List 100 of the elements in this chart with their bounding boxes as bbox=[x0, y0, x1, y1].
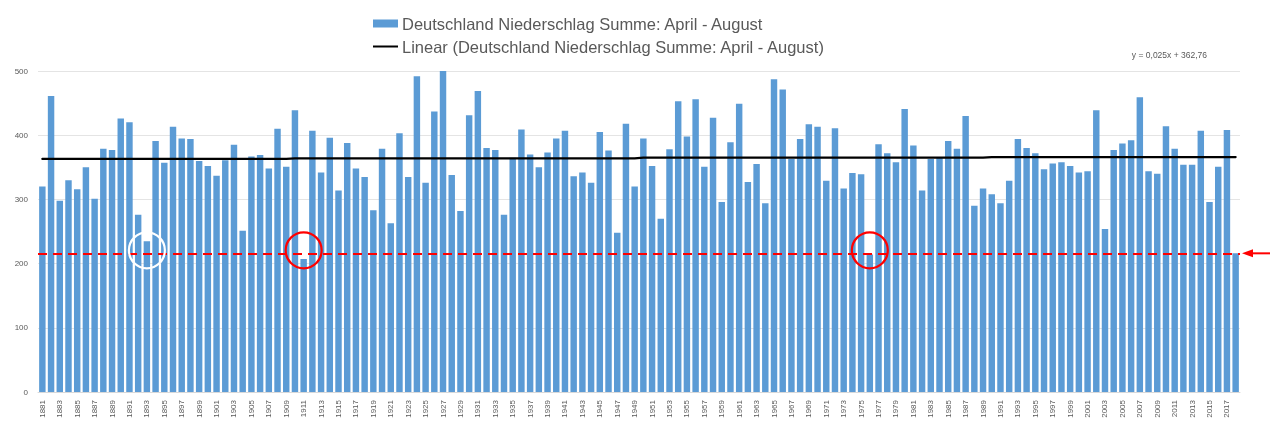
x-tick-label: 1891 bbox=[124, 399, 134, 418]
bar bbox=[352, 168, 360, 392]
x-tick-label: 2017 bbox=[1222, 399, 1232, 418]
bar bbox=[335, 190, 342, 392]
bar bbox=[1093, 110, 1100, 392]
bar bbox=[657, 218, 664, 392]
x-tick-label: 2003 bbox=[1100, 399, 1110, 418]
bar bbox=[1145, 171, 1152, 392]
bar bbox=[640, 138, 647, 392]
x-tick-label: 2005 bbox=[1117, 399, 1127, 418]
bar bbox=[73, 189, 81, 392]
bar bbox=[622, 123, 630, 392]
x-tick-label: 1909 bbox=[281, 399, 291, 418]
x-tick-label: 1975 bbox=[856, 399, 866, 418]
bar bbox=[788, 158, 795, 392]
x-tick-label: 1935 bbox=[508, 399, 518, 418]
x-tick-label: 1969 bbox=[804, 399, 814, 418]
bar bbox=[1127, 140, 1135, 392]
bar bbox=[988, 194, 995, 392]
bar bbox=[692, 99, 699, 392]
x-tick-label: 1967 bbox=[786, 399, 796, 418]
bar bbox=[187, 139, 194, 392]
bar bbox=[47, 96, 55, 392]
bar bbox=[422, 182, 429, 392]
x-tick-label: 1943 bbox=[577, 399, 587, 418]
bar bbox=[509, 157, 516, 392]
x-tick-label: 1915 bbox=[334, 399, 343, 418]
bar bbox=[117, 118, 124, 392]
x-tick-label: 1979 bbox=[891, 399, 901, 418]
bar bbox=[866, 254, 874, 392]
x-tick-label: 2015 bbox=[1205, 399, 1215, 418]
bar bbox=[256, 155, 264, 392]
y-tick-label: 0 bbox=[23, 387, 29, 397]
bar bbox=[561, 130, 569, 392]
y-tick-label: 500 bbox=[14, 66, 29, 76]
bar bbox=[500, 214, 508, 392]
bar bbox=[65, 180, 72, 392]
x-tick-label: 1931 bbox=[473, 399, 483, 418]
bar bbox=[370, 210, 377, 392]
bar bbox=[840, 188, 847, 392]
x-tick-label: 1933 bbox=[490, 399, 500, 418]
x-tick-label: 1999 bbox=[1065, 399, 1075, 418]
bar bbox=[1032, 153, 1039, 392]
text: y = 0,025x + 362,76 bbox=[1131, 49, 1208, 60]
bar bbox=[1197, 130, 1205, 392]
bar bbox=[361, 176, 368, 392]
bar bbox=[953, 148, 961, 392]
bar bbox=[927, 158, 935, 392]
x-tick-label: 1963 bbox=[752, 399, 762, 418]
x-tick-label: 2013 bbox=[1187, 399, 1197, 418]
bar bbox=[918, 190, 926, 392]
bar bbox=[204, 166, 212, 392]
bar bbox=[126, 122, 133, 392]
x-tick-label: 1971 bbox=[821, 399, 831, 418]
bar bbox=[535, 167, 543, 392]
x-tick-label: 1917 bbox=[351, 399, 361, 418]
x-tick-label: 2009 bbox=[1152, 399, 1162, 418]
bar bbox=[683, 136, 691, 392]
bar bbox=[875, 144, 882, 392]
bar bbox=[492, 149, 499, 392]
x-tick-label: 1923 bbox=[403, 399, 413, 418]
bar bbox=[300, 259, 307, 392]
bar bbox=[979, 188, 987, 392]
bar bbox=[309, 130, 316, 392]
x-tick-label: 1895 bbox=[159, 399, 169, 418]
bar bbox=[265, 168, 273, 392]
x-tick-label: 1993 bbox=[1013, 399, 1023, 418]
x-tick-label: 1983 bbox=[926, 399, 936, 418]
x-tick-label: 1961 bbox=[734, 399, 744, 418]
x-tick-label: 1885 bbox=[72, 399, 82, 418]
x-tick-label: 1955 bbox=[682, 399, 692, 418]
x-tick-label: 1913 bbox=[316, 399, 326, 418]
bar bbox=[526, 154, 534, 392]
x-tick-label: 1883 bbox=[55, 399, 65, 418]
bar bbox=[161, 162, 168, 392]
bar bbox=[744, 182, 752, 392]
x-tick-label: 1977 bbox=[874, 399, 884, 418]
x-tick-label: 1929 bbox=[455, 399, 465, 418]
x-tick-label: 1901 bbox=[212, 399, 222, 418]
x-tick-label: 1985 bbox=[943, 399, 953, 418]
bar bbox=[431, 111, 438, 392]
y-tick-label: 300 bbox=[14, 194, 29, 204]
x-tick-label: 1907 bbox=[264, 399, 274, 418]
bar bbox=[962, 115, 969, 392]
bar bbox=[152, 140, 159, 392]
bar bbox=[1084, 171, 1091, 392]
x-tick-label: 1965 bbox=[769, 399, 779, 418]
bar bbox=[1215, 166, 1222, 392]
bar bbox=[831, 128, 839, 392]
bar bbox=[378, 148, 386, 392]
x-tick-label: 1957 bbox=[699, 399, 709, 418]
bar bbox=[1023, 148, 1030, 392]
bar bbox=[195, 160, 203, 392]
bar bbox=[614, 232, 621, 392]
y-tick-label: 100 bbox=[14, 323, 29, 333]
bar bbox=[553, 138, 560, 392]
bar bbox=[465, 115, 473, 392]
bar bbox=[413, 76, 421, 392]
bar bbox=[213, 175, 220, 392]
bar bbox=[892, 162, 900, 392]
